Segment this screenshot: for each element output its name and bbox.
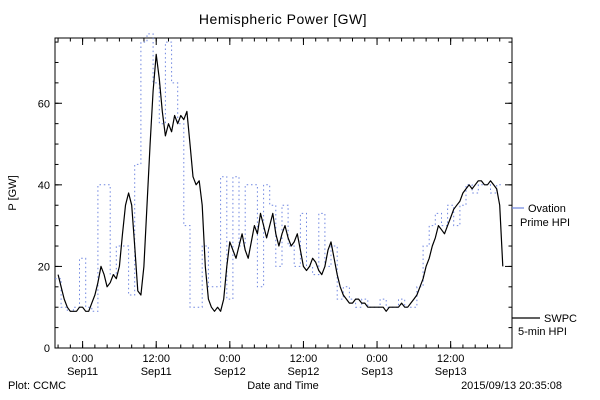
chart-title: Hemispheric Power [GW]	[199, 11, 367, 27]
x-axis-label: Date and Time	[247, 380, 319, 392]
ovation-prime-line	[55, 33, 503, 312]
y-tick-label: 40	[38, 180, 50, 192]
swpc-legend-label-line1: SWPC	[544, 313, 577, 325]
legend-swpc: SWPC 5-min HPI	[512, 313, 577, 338]
swpc-legend-label-line2: 5-min HPI	[518, 326, 567, 338]
plot-area: 0:00Sep1112:00Sep110:00Sep1212:00Sep120:…	[38, 33, 513, 378]
y-tick-label: 20	[38, 261, 50, 273]
footer-timestamp: 2015/09/13 20:35:08	[461, 380, 562, 392]
y-tick-label: 60	[38, 98, 50, 110]
x-tick-date-label: Sep11	[141, 366, 172, 378]
y-axis-label: P [GW]	[7, 175, 19, 210]
x-tick-time-label: 0:00	[219, 353, 240, 365]
plot-frame	[54, 37, 513, 349]
ovation-legend-label-line2: Prime HPI	[520, 217, 570, 229]
y-tick-label: 0	[44, 343, 50, 355]
x-tick-date-label: Sep13	[435, 366, 467, 378]
ovation-legend-label-line1: Ovation	[528, 203, 566, 215]
x-tick-date-label: Sep12	[288, 366, 320, 378]
x-tick-date-label: Sep12	[214, 366, 246, 378]
x-tick-date-label: Sep11	[67, 366, 98, 378]
x-tick-date-label: Sep13	[361, 366, 393, 378]
footer-plot-credit: Plot: CCMC	[8, 380, 66, 392]
x-tick-time-label: 0:00	[72, 353, 93, 365]
x-tick-time-label: 0:00	[366, 353, 387, 365]
x-tick-time-label: 12:00	[290, 353, 318, 365]
swpc-5min-line	[57, 53, 504, 312]
x-tick-time-label: 12:00	[437, 353, 465, 365]
legend-ovation: Ovation Prime HPI	[512, 203, 570, 229]
x-tick-time-label: 12:00	[142, 353, 170, 365]
